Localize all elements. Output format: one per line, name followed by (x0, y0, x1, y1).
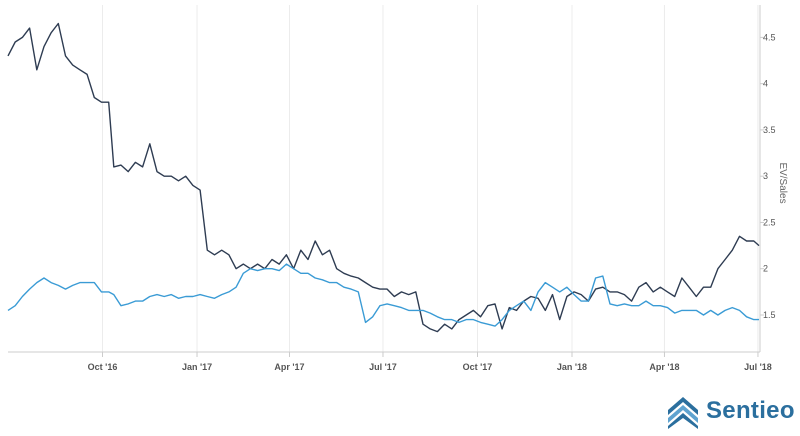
x-tick-label: Jan '17 (182, 362, 212, 372)
y-axis-ticks: 1.5 2 2.5 3 3.5 4 4.5 (760, 32, 776, 320)
y-tick-label: 3.5 (763, 125, 776, 135)
series-line-1 (7, 22, 760, 333)
y-tick-label: 3 (763, 171, 768, 181)
y-tick-label: 4.5 (763, 32, 776, 42)
y-tick-label: 4 (763, 79, 768, 89)
sentieo-logo-icon (668, 397, 698, 429)
sentieo-logo: Sentieo (666, 392, 795, 430)
y-tick-label: 1.5 (763, 310, 776, 320)
y-tick-label: 2.5 (763, 217, 776, 227)
x-tick-label: Jul '17 (369, 362, 397, 372)
series-lines (7, 22, 760, 333)
x-tick-label: Jan '18 (557, 362, 587, 372)
x-tick-label: Jul '18 (744, 362, 772, 372)
x-tick-label: Oct '16 (88, 362, 118, 372)
y-tick-label: 2 (763, 264, 768, 274)
brand-name: Sentieo (706, 397, 795, 424)
grid-lines (102, 5, 759, 352)
y-axis-title: EV/Sales (777, 162, 788, 203)
x-tick-label: Oct '17 (463, 362, 493, 372)
x-tick-label: Apr '17 (274, 362, 304, 372)
x-tick-label: Apr '18 (649, 362, 679, 372)
series-line-2 (7, 263, 759, 327)
axes (8, 5, 761, 353)
x-axis-ticks: Oct '16 Jan '17 Apr '17 Jul '17 Oct '17 Jan '… (88, 352, 772, 372)
